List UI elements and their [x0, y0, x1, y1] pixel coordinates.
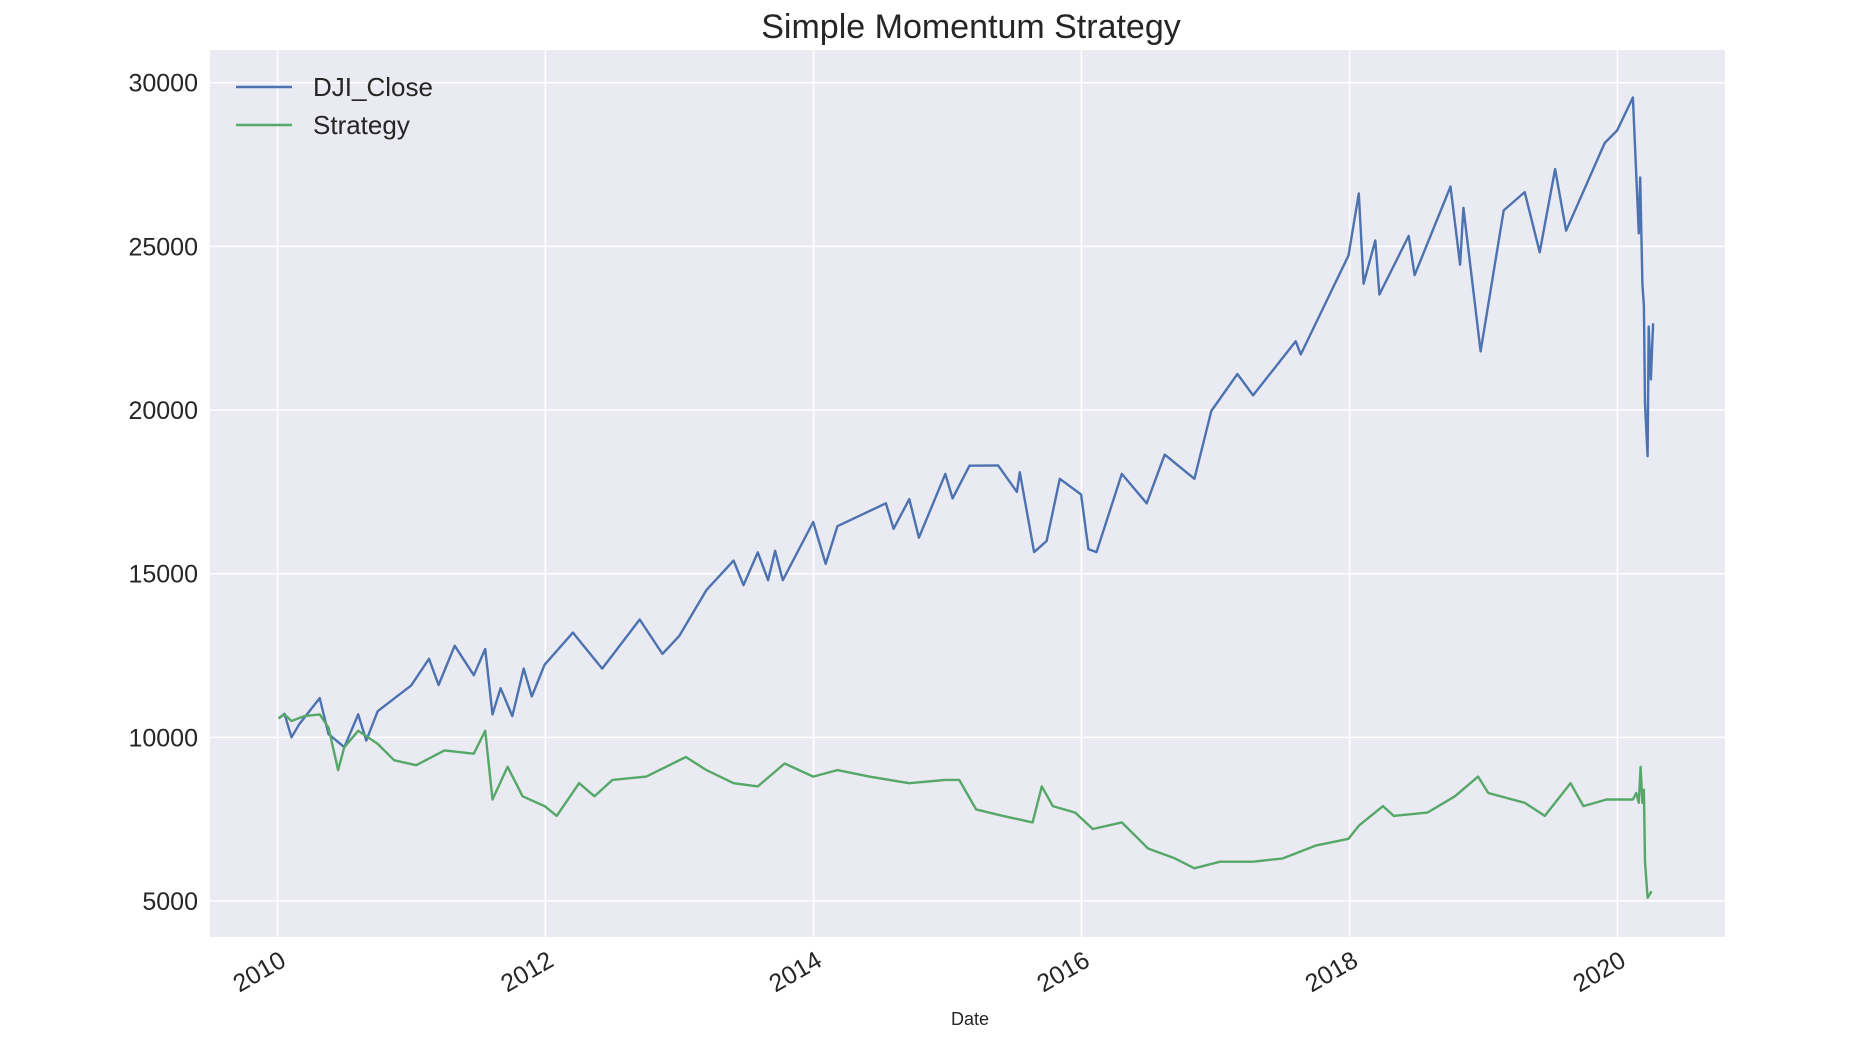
series-line-dji-close — [277, 96, 1655, 749]
series-line-strategy — [277, 713, 1653, 899]
chart-title: Simple Momentum Strategy — [761, 8, 1181, 46]
plot-area — [210, 50, 1725, 937]
y-tick-label: 25000 — [128, 233, 198, 261]
x-axis-ticks: 2010 2012 2014 2016 2018 2020 — [228, 946, 1630, 998]
legend: DJI_Close Strategy — [236, 72, 433, 140]
x-axis-label: Date — [951, 1009, 989, 1029]
y-tick-label: 5000 — [142, 888, 198, 916]
gridlines — [210, 50, 1725, 937]
x-tick-label: 2016 — [1032, 946, 1094, 998]
y-tick-label: 30000 — [128, 70, 198, 98]
x-tick-label: 2010 — [228, 946, 290, 998]
x-tick-label: 2018 — [1300, 946, 1362, 998]
y-tick-label: 15000 — [128, 561, 198, 589]
series-lines — [277, 96, 1655, 899]
y-axis-ticks: 5000 10000 15000 20000 25000 30000 — [128, 70, 198, 916]
y-tick-label: 20000 — [128, 397, 198, 425]
legend-label: Strategy — [313, 110, 410, 140]
x-tick-label: 2020 — [1568, 946, 1630, 998]
x-tick-label: 2012 — [496, 946, 558, 998]
x-tick-label: 2014 — [764, 946, 826, 998]
legend-label: DJI_Close — [313, 72, 433, 102]
y-tick-label: 10000 — [128, 724, 198, 752]
